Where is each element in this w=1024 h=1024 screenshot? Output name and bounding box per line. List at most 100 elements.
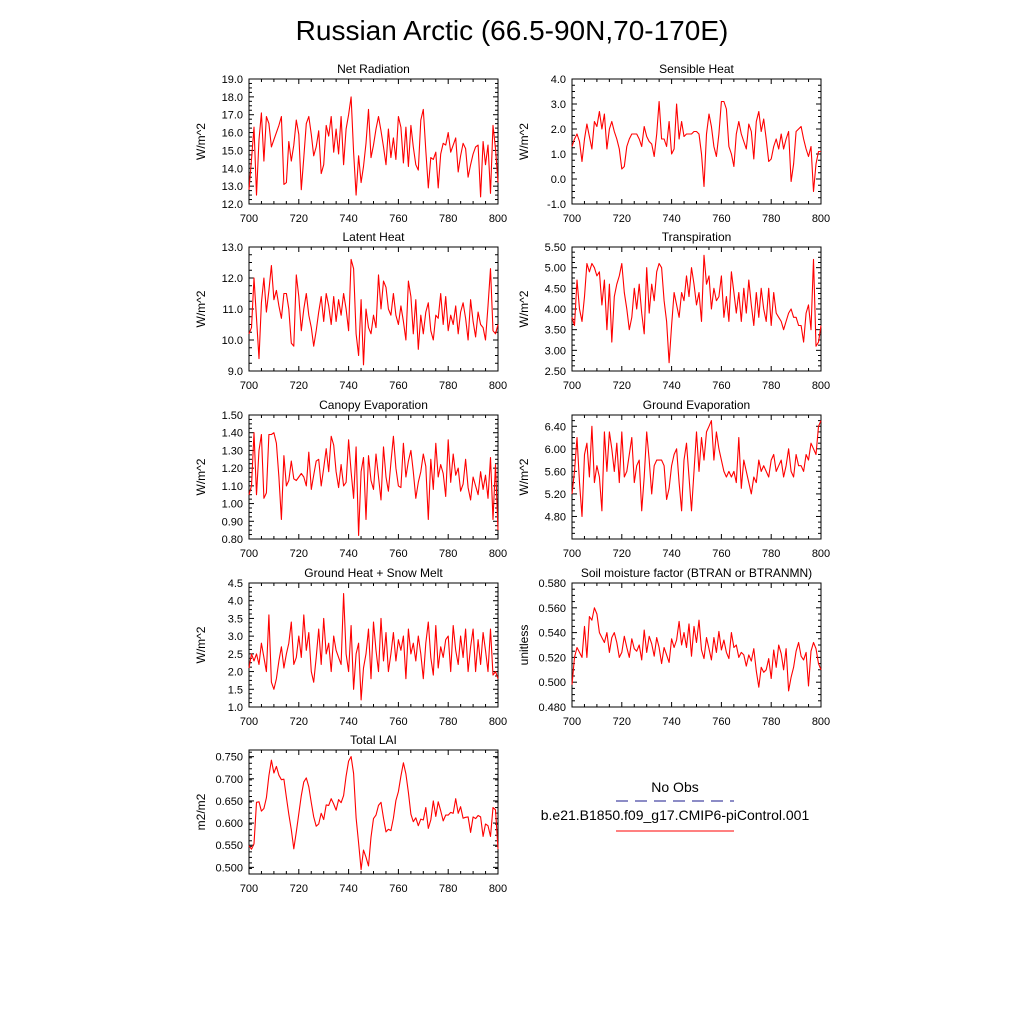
legend-label-no-obs: No Obs <box>651 779 698 795</box>
y-tick-label: 3.0 <box>551 99 566 111</box>
y-tick-label: 3.5 <box>228 613 243 625</box>
x-tick-label: 760 <box>389 548 407 560</box>
plot-frame <box>248 414 499 540</box>
x-tick-label: 800 <box>812 380 830 392</box>
panel-title-transpiration: Transpiration <box>662 230 732 244</box>
y-tick-label: 1.40 <box>222 428 243 440</box>
x-tick-label: 720 <box>613 380 631 392</box>
y-tick-label: 6.00 <box>545 444 566 456</box>
y-tick-label: 0.650 <box>215 796 243 808</box>
x-tick-label: 780 <box>762 380 780 392</box>
y-tick-label: 5.20 <box>545 489 566 501</box>
x-tick-label: 780 <box>439 380 457 392</box>
x-tick-label: 740 <box>339 548 357 560</box>
panel-soil-moisture-factor-btran-or-btranmn: Soil moisture factor (BTRAN or BTRANMN) u… <box>517 566 830 728</box>
x-tick-label: 760 <box>712 380 730 392</box>
plot-frame <box>248 246 499 372</box>
x-tick-label: 700 <box>240 716 258 728</box>
y-tick-label: 4.00 <box>545 304 566 316</box>
x-tick-label: 700 <box>563 213 581 225</box>
y-tick-label: 0.550 <box>215 840 243 852</box>
y-tick-label: 0.750 <box>215 752 243 764</box>
panel-ground-evaporation: Ground Evaporation W/m^2 700 720 740 760 780 80… <box>517 398 830 560</box>
y-tick-label: 0.700 <box>215 774 243 786</box>
y-tick-label: 0.90 <box>222 516 243 528</box>
y-tick-label: 13.0 <box>222 181 243 193</box>
plot-frame <box>248 749 499 875</box>
panel-transpiration: Transpiration W/m^2 700 720 740 760 780 800 2.50… <box>517 230 830 392</box>
series-line-ground-evaporation <box>571 420 822 518</box>
panel-ground-heat-snow-melt: Ground Heat + Snow Melt W/m^2 700 720 740 760… <box>194 566 507 728</box>
y-tick-label: 2.50 <box>545 366 566 378</box>
y-tick-label: 4.80 <box>545 511 566 523</box>
y-tick-label: 0.500 <box>538 677 566 689</box>
x-tick-label: 700 <box>563 716 581 728</box>
legend-label-model: b.e21.B1850.f09_g17.CMIP6-piControl.001 <box>541 807 810 823</box>
x-tick-label: 780 <box>439 548 457 560</box>
panel-title-ground-heat-snow-melt: Ground Heat + Snow Melt <box>304 566 443 580</box>
x-tick-label: 800 <box>812 716 830 728</box>
y-tick-label: 10.0 <box>222 335 243 347</box>
x-tick-label: 800 <box>489 213 507 225</box>
panel-title-latent-heat: Latent Heat <box>342 230 405 244</box>
x-tick-label: 720 <box>613 213 631 225</box>
x-tick-label: 740 <box>662 716 680 728</box>
y-tick-label: 6.40 <box>545 421 566 433</box>
x-tick-label: 740 <box>339 716 357 728</box>
panel-title-canopy-evaporation: Canopy Evaporation <box>319 398 428 412</box>
x-tick-label: 800 <box>489 380 507 392</box>
x-tick-label: 720 <box>290 548 308 560</box>
y-tick-label: 0.520 <box>538 652 566 664</box>
x-tick-label: 740 <box>662 548 680 560</box>
y-tick-label: 1.0 <box>228 702 243 714</box>
x-tick-label: 760 <box>712 548 730 560</box>
series-line-total-lai <box>248 756 499 871</box>
y-tick-label: 2.0 <box>228 667 243 679</box>
panel-title-ground-evaporation: Ground Evaporation <box>643 398 750 412</box>
y-tick-label: 3.0 <box>228 631 243 643</box>
x-tick-label: 720 <box>290 883 308 895</box>
x-tick-label: 740 <box>339 883 357 895</box>
y-axis-label: W/m^2 <box>194 123 208 160</box>
x-tick-label: 800 <box>489 716 507 728</box>
y-tick-label: 3.00 <box>545 345 566 357</box>
x-tick-label: 740 <box>662 213 680 225</box>
x-tick-label: 700 <box>563 548 581 560</box>
x-tick-label: 720 <box>290 380 308 392</box>
y-tick-label: 0.580 <box>538 578 566 590</box>
plot-frame <box>571 78 822 205</box>
y-tick-label: 1.00 <box>222 499 243 511</box>
y-tick-label: -1.0 <box>547 199 566 211</box>
x-tick-label: 760 <box>389 716 407 728</box>
y-axis-label: W/m^2 <box>194 290 208 327</box>
y-tick-label: 4.0 <box>228 596 243 608</box>
y-tick-label: 1.10 <box>222 481 243 493</box>
y-tick-label: 19.0 <box>222 74 243 86</box>
x-tick-label: 700 <box>240 213 258 225</box>
x-tick-label: 800 <box>812 548 830 560</box>
y-tick-label: 0.560 <box>538 603 566 615</box>
y-tick-label: 12.0 <box>222 273 243 285</box>
series-line-net-radiation <box>248 96 499 198</box>
x-tick-label: 720 <box>290 716 308 728</box>
y-tick-label: 13.0 <box>222 242 243 254</box>
panel-total-lai: Total LAI m2/m2 700 720 740 760 780 800 0.500 0.5… <box>194 733 507 895</box>
x-tick-label: 760 <box>389 213 407 225</box>
y-tick-label: 15.0 <box>222 145 243 157</box>
series-line-latent-heat <box>248 258 499 366</box>
plot-frame <box>571 246 822 372</box>
series-line-canopy-evaporation <box>248 432 499 537</box>
y-tick-label: 1.20 <box>222 463 243 475</box>
y-tick-label: 9.0 <box>228 366 243 378</box>
panel-title-sensible-heat: Sensible Heat <box>659 62 734 76</box>
x-tick-label: 720 <box>290 213 308 225</box>
x-tick-label: 740 <box>662 380 680 392</box>
plot-frame <box>248 582 499 708</box>
y-axis-label: W/m^2 <box>517 123 531 160</box>
y-axis-label: m2/m2 <box>194 793 208 830</box>
y-tick-label: 0.500 <box>215 862 243 874</box>
y-tick-label: 14.0 <box>222 163 243 175</box>
y-tick-label: 12.0 <box>222 199 243 211</box>
y-tick-label: 2.0 <box>551 124 566 136</box>
y-tick-label: 1.0 <box>551 149 566 161</box>
